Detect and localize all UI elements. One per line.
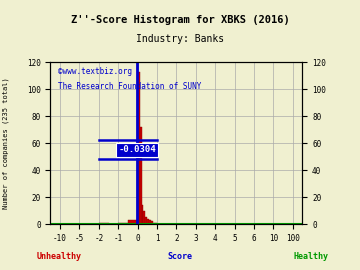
Text: The Research Foundation of SUNY: The Research Foundation of SUNY [58,82,201,90]
Bar [147,219,149,224]
Bar [149,220,151,224]
Bar [143,211,145,224]
Bar [138,72,140,224]
Bar [155,223,157,224]
Bar [151,221,153,224]
Text: Z''-Score Histogram for XBKS (2016): Z''-Score Histogram for XBKS (2016) [71,15,289,25]
Bar [99,223,109,224]
Bar [140,127,141,224]
Bar [141,205,143,224]
Bar [118,223,128,224]
Text: Healthy: Healthy [294,252,329,261]
Bar [128,220,138,224]
Text: Industry: Banks: Industry: Banks [136,34,224,44]
Text: Number of companies (235 total): Number of companies (235 total) [2,77,9,209]
Text: ©www.textbiz.org: ©www.textbiz.org [58,67,132,76]
Bar [145,217,147,224]
Text: Score: Score [167,252,193,261]
Text: Unhealthy: Unhealthy [37,252,82,261]
Text: -0.0304: -0.0304 [118,145,156,154]
Bar [153,223,155,224]
